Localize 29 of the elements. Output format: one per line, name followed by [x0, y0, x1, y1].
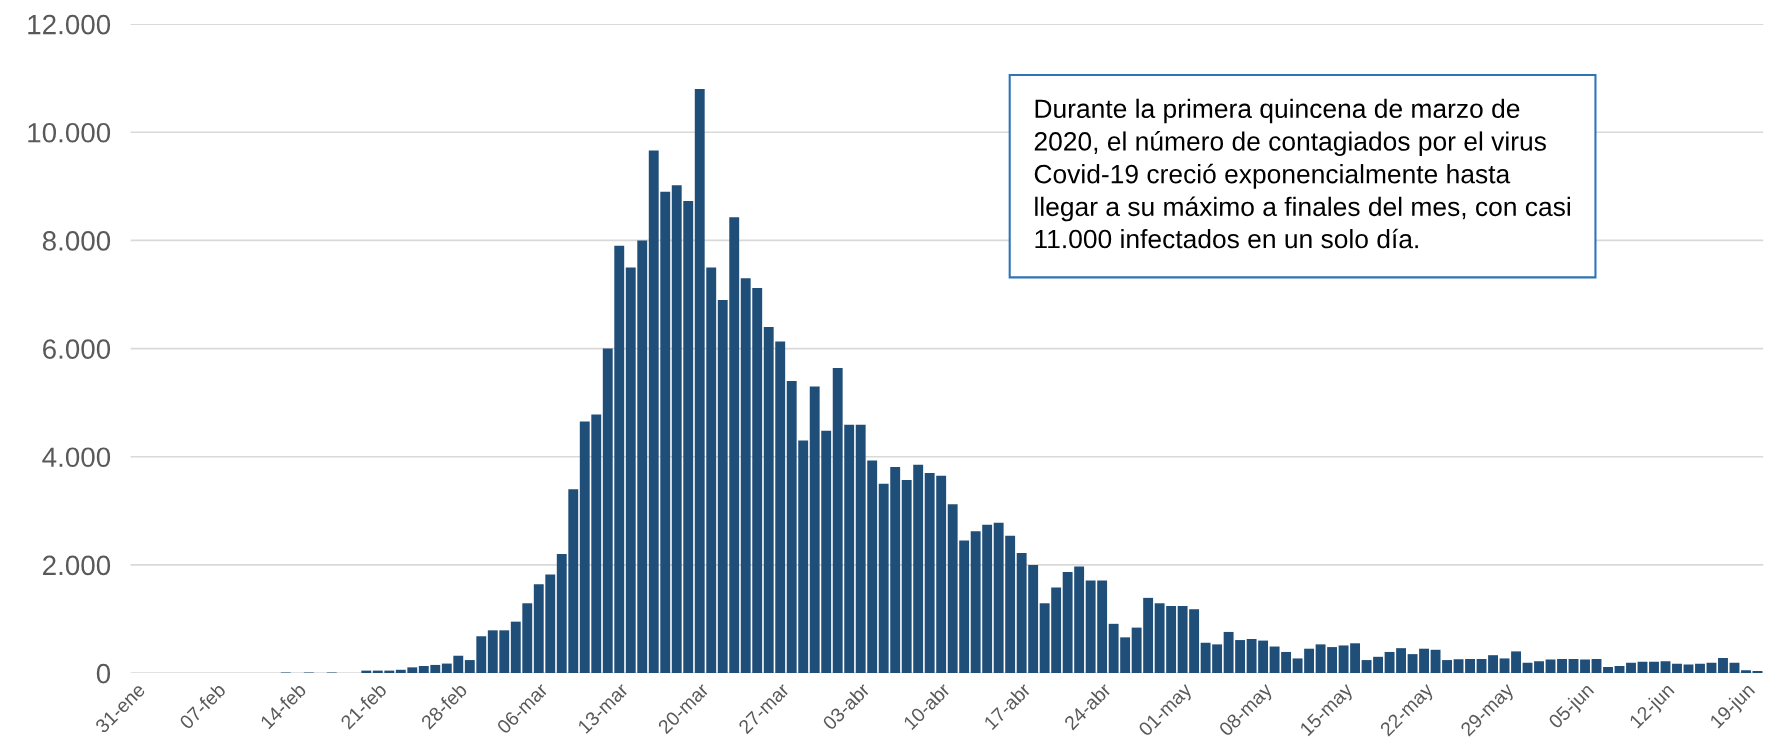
bar	[1580, 659, 1590, 674]
y-tick-label: 4.000	[42, 447, 111, 468]
bar	[1499, 658, 1510, 674]
bar	[1465, 658, 1475, 674]
y-tick-label: 0	[96, 663, 111, 684]
bar	[1672, 663, 1682, 674]
bar	[1511, 651, 1521, 674]
y-tick-label: 6.000	[43, 339, 111, 359]
bar	[1453, 659, 1464, 674]
bar	[1718, 657, 1728, 674]
bar	[1695, 663, 1705, 674]
y-tick-label: 8.000	[42, 231, 111, 251]
bar	[1660, 661, 1671, 674]
bar	[1591, 658, 1602, 674]
bar	[1614, 666, 1625, 674]
annotation: Durante la primera quincena de marzo de 2020, el número de contagiados por el virus Covid-19 creció exponencialmente hasta llegar a su máximo a finales del mes, con casi 11.000 infectados en un solo día.	[1034, 98, 1570, 249]
bar	[1683, 664, 1694, 674]
bar	[1626, 662, 1636, 674]
bar	[1488, 655, 1498, 674]
bar	[1476, 658, 1487, 674]
bar	[1603, 667, 1613, 674]
y-tick-label: 2.000	[43, 555, 111, 576]
bar	[1649, 661, 1659, 674]
y-tick-label: 12.000	[28, 14, 111, 35]
bar	[1568, 658, 1579, 674]
y-tick-label: 10.000	[28, 122, 111, 143]
bar	[1741, 670, 1751, 674]
bar	[1534, 661, 1544, 674]
bar	[1557, 658, 1567, 674]
